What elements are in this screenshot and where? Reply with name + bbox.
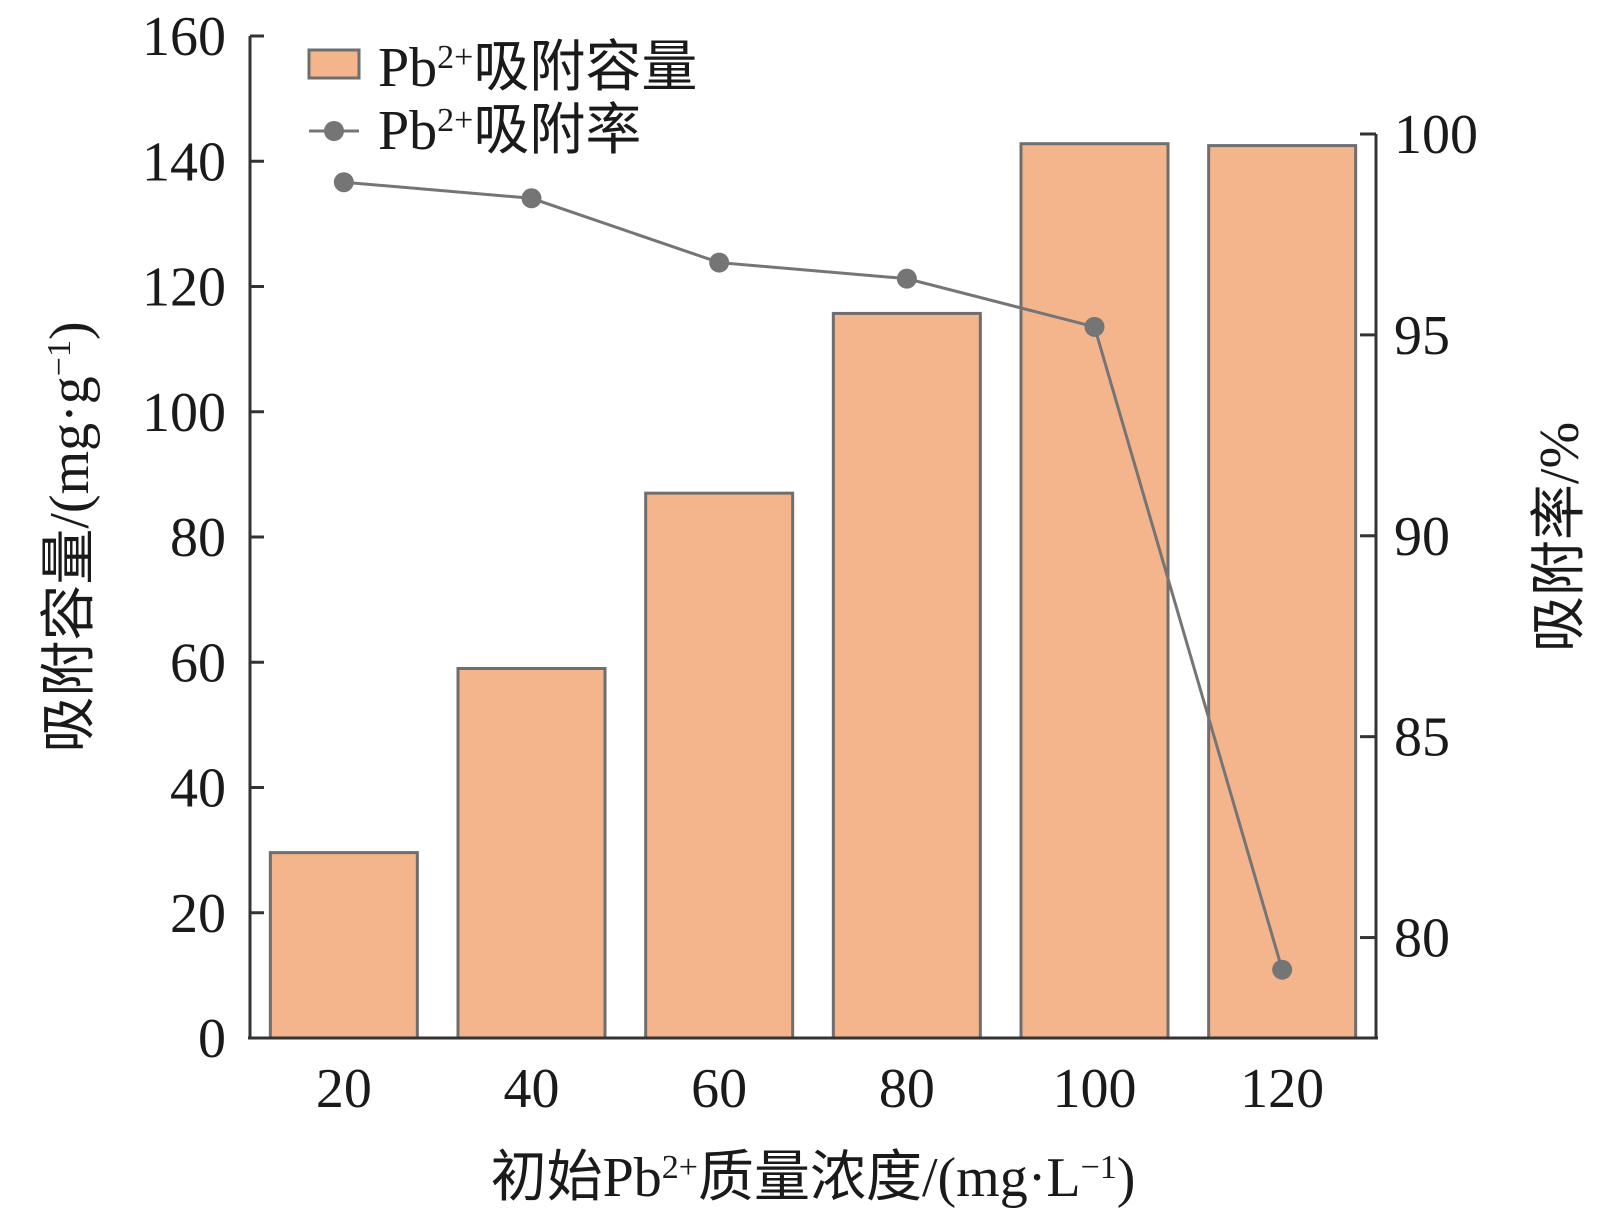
right-y-axis-title: 吸附率/% bbox=[1529, 422, 1591, 652]
legend-line-marker bbox=[324, 121, 344, 141]
x-tick-label-40: 40 bbox=[504, 1058, 560, 1120]
right-tick-label-90: 90 bbox=[1394, 506, 1450, 568]
bar-40 bbox=[456, 667, 607, 1040]
rate-point-120 bbox=[1272, 959, 1293, 980]
rate-line bbox=[343, 180, 1284, 971]
bar-20 bbox=[268, 851, 419, 1040]
left-tick-label-140: 140 bbox=[142, 131, 226, 193]
right-tick-label-95: 95 bbox=[1394, 305, 1450, 367]
right-tick-label-85: 85 bbox=[1394, 707, 1450, 769]
bar-100 bbox=[1019, 142, 1170, 1040]
x-tick-label-120: 120 bbox=[1240, 1058, 1324, 1120]
rate-point-60 bbox=[709, 252, 730, 273]
left-tick-label-60: 60 bbox=[170, 632, 226, 694]
left-tick-label-160: 160 bbox=[142, 6, 226, 68]
rate-point-20 bbox=[333, 172, 354, 193]
legend-bar-label: Pb2+吸附容量 bbox=[378, 37, 697, 99]
bar-80 bbox=[831, 311, 982, 1040]
left-tick-label-120: 120 bbox=[142, 257, 226, 319]
left-y-axis-title: 吸附容量/(mg·g−1) bbox=[39, 321, 101, 752]
bar-120 bbox=[1207, 144, 1358, 1040]
x-tick-label-100: 100 bbox=[1053, 1058, 1137, 1120]
left-tick-label-80: 80 bbox=[170, 507, 226, 569]
left-tick-label-20: 20 bbox=[170, 883, 226, 945]
x-tick-label-80: 80 bbox=[879, 1058, 935, 1120]
right-tick-label-100: 100 bbox=[1394, 104, 1478, 166]
rate-point-40 bbox=[521, 188, 542, 209]
left-tick-label-0: 0 bbox=[198, 1008, 226, 1070]
legend-line-label: Pb2+吸附率 bbox=[378, 100, 641, 162]
bar-60 bbox=[644, 491, 795, 1040]
left-tick-label-40: 40 bbox=[170, 758, 226, 820]
right-tick-label-80: 80 bbox=[1394, 908, 1450, 970]
left-tick-label-100: 100 bbox=[142, 382, 226, 444]
x-tick-label-20: 20 bbox=[316, 1058, 372, 1120]
rate-point-80 bbox=[896, 268, 917, 289]
x-tick-label-60: 60 bbox=[691, 1058, 747, 1120]
rate-point-100 bbox=[1084, 316, 1105, 337]
legend-bar-swatch bbox=[307, 48, 361, 80]
x-axis-title: 初始Pb2+质量浓度/(mg·L−1) bbox=[491, 1147, 1136, 1209]
